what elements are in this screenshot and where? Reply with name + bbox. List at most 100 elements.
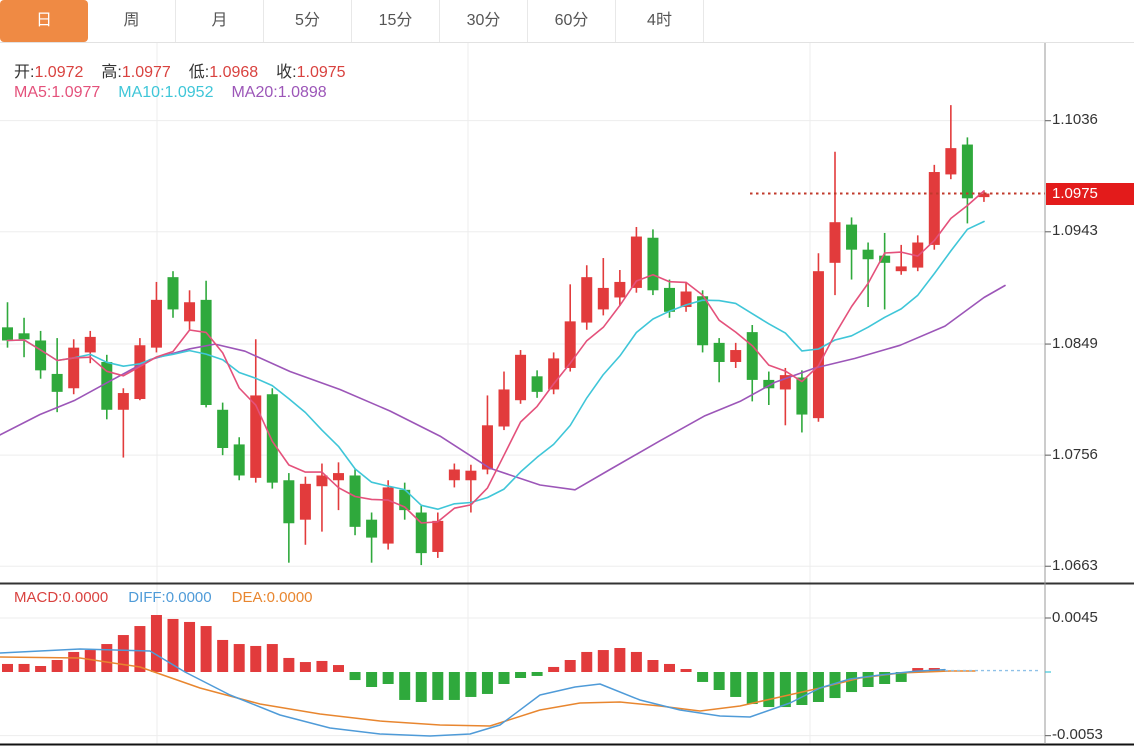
diff-line xyxy=(0,648,946,737)
macd-hist-bar xyxy=(217,639,229,672)
candle-body xyxy=(150,299,162,348)
candle-body xyxy=(581,277,593,323)
legend-item: MACD:0.0000 xyxy=(14,589,109,606)
candle-body xyxy=(432,520,444,552)
candle-body xyxy=(978,193,990,198)
macd-hist-bar xyxy=(448,672,460,700)
macd-hist-bar xyxy=(879,672,891,684)
candle-body xyxy=(531,376,543,392)
tab-月[interactable]: 月 xyxy=(176,0,264,42)
candle-body xyxy=(167,277,179,310)
macd-hist-bar xyxy=(2,663,13,672)
tab-日[interactable]: 日 xyxy=(0,0,88,42)
candle-body xyxy=(184,302,196,322)
macd-hist-bar xyxy=(184,621,196,672)
candle-body xyxy=(812,271,824,419)
candle-body xyxy=(415,512,427,554)
macd-hist-bar xyxy=(167,618,179,672)
axis-tick-label: -0.0053 xyxy=(1052,726,1103,744)
candle-body xyxy=(829,222,841,263)
macd-hist-bar xyxy=(515,672,527,678)
candle-body xyxy=(51,373,63,392)
candle-body xyxy=(796,377,808,415)
macd-hist-bar xyxy=(846,672,858,693)
macd-hist-bar xyxy=(349,672,361,681)
candle-body xyxy=(18,333,30,340)
candle-body xyxy=(68,347,80,389)
macd-hist-bar xyxy=(746,672,758,705)
macd-hist-bar xyxy=(283,657,295,672)
macd-hist-bar xyxy=(68,651,80,672)
candle-body xyxy=(366,519,378,538)
candle-body xyxy=(548,358,560,390)
macd-hist-bar xyxy=(35,666,47,672)
tab-4时[interactable]: 4时 xyxy=(616,0,704,42)
legend-item: 收:1.0975 xyxy=(276,64,346,81)
tab-30分[interactable]: 30分 xyxy=(440,0,528,42)
legend-item: MA5:1.0977 xyxy=(14,84,101,101)
tab-15分[interactable]: 15分 xyxy=(352,0,440,42)
tab-60分[interactable]: 60分 xyxy=(528,0,616,42)
axis-tick-label: 1.0663 xyxy=(1052,556,1098,574)
candle-body xyxy=(117,393,129,410)
candle-body xyxy=(647,237,659,291)
macd-hist-bar xyxy=(812,672,824,702)
macd-hist-bar xyxy=(432,672,444,700)
candle-body xyxy=(349,475,361,527)
macd-hist-bar xyxy=(200,626,212,672)
candle-body xyxy=(862,249,874,260)
macd-hist-bar xyxy=(581,651,593,672)
candle-body xyxy=(498,389,510,427)
macd-hist-bar xyxy=(548,666,560,672)
macd-hist-bar xyxy=(481,672,493,694)
candle-body xyxy=(299,483,311,520)
macd-hist-bar xyxy=(763,672,775,708)
macd-hist-bar xyxy=(862,672,874,687)
tab-5分[interactable]: 5分 xyxy=(264,0,352,42)
legend-item: DIFF:0.0000 xyxy=(128,589,212,606)
macd-hist-bar xyxy=(84,650,96,672)
macd-hist-bar xyxy=(713,672,725,690)
legend-item: DEA:0.0000 xyxy=(231,589,313,606)
macd-hist-bar xyxy=(531,672,543,676)
candle-body xyxy=(779,375,791,390)
candle-body xyxy=(895,266,907,272)
candle-body xyxy=(233,444,245,476)
macd-hist-bar xyxy=(134,626,146,672)
macd-hist-bar xyxy=(299,662,311,672)
candle-body xyxy=(250,395,262,478)
candle-body xyxy=(630,236,642,288)
tab-周[interactable]: 周 xyxy=(88,0,176,42)
candle-body xyxy=(746,332,758,380)
candle-body xyxy=(399,489,411,511)
candle-body xyxy=(564,321,576,368)
candle-body xyxy=(134,345,146,400)
macd-hist-bar xyxy=(333,665,344,672)
candle-body xyxy=(465,470,477,481)
macd-hist-bar xyxy=(895,672,907,682)
legend-item: 高:1.0977 xyxy=(101,64,171,81)
macd-hist-bar xyxy=(498,672,510,684)
macd-hist-bar xyxy=(51,660,63,672)
macd-hist-bar xyxy=(18,663,30,672)
candle-body xyxy=(266,394,278,483)
ma5-line xyxy=(6,190,985,524)
macd-hist-bar xyxy=(117,635,129,672)
macd-hist-bar xyxy=(779,672,791,708)
candle-body xyxy=(35,340,47,371)
candle-body xyxy=(382,487,394,544)
candle-body xyxy=(448,469,460,481)
macd-legend: MACD:0.0000 DIFF:0.0000 DEA:0.0000 xyxy=(14,589,333,607)
macd-hist-bar xyxy=(796,672,808,705)
candle-body xyxy=(730,350,742,362)
candle-body xyxy=(333,473,344,481)
ohlc-legend: 开:1.0972 高:1.0977 低:1.0968 收:1.0975 xyxy=(14,58,364,82)
candle-body xyxy=(84,336,96,353)
macd-hist-bar xyxy=(233,644,245,672)
candle-body xyxy=(200,299,212,405)
macd-hist-bar xyxy=(465,672,477,697)
macd-hist-bar xyxy=(664,663,675,672)
candle-body xyxy=(945,148,957,175)
